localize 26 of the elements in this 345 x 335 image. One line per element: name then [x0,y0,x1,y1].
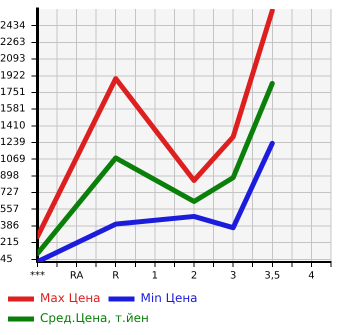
legend-label: Сред.Цена, т.йен [40,311,149,326]
y-tick-label: 215 [0,237,20,248]
legend-label: Min Цена [140,291,198,306]
x-tick-label: 3,5 [264,270,280,282]
y-tick-label: 727 [0,187,20,198]
y-tick-label: 2434 [0,20,26,32]
x-tick-label: *** [30,270,45,282]
y-tick-label: 2263 [0,37,26,48]
y-tick-label: 898 [0,170,20,182]
x-tick-label: 2 [190,270,198,282]
y-tick-label: 2093 [0,54,26,65]
y-tick-label: 1751 [0,87,26,98]
x-tick-label: RA [70,270,84,282]
y-tick-label: 386 [0,220,20,232]
x-tick-label: 3 [230,270,236,282]
y-tick-label: 1069 [0,154,26,165]
x-tick-label: 1 [152,270,158,282]
x-tick-label: R [112,270,120,282]
y-tick-label: 1922 [0,70,26,82]
y-tick-label: 1410 [0,120,26,132]
x-tick-label: 4 [308,270,315,282]
y-tick-label: 1239 [0,137,26,148]
y-tick-label: 1581 [0,104,26,115]
y-tick-label: 45 [0,254,13,265]
y-tick-label: 557 [0,204,20,215]
legend-label: Max Цена [40,291,101,306]
